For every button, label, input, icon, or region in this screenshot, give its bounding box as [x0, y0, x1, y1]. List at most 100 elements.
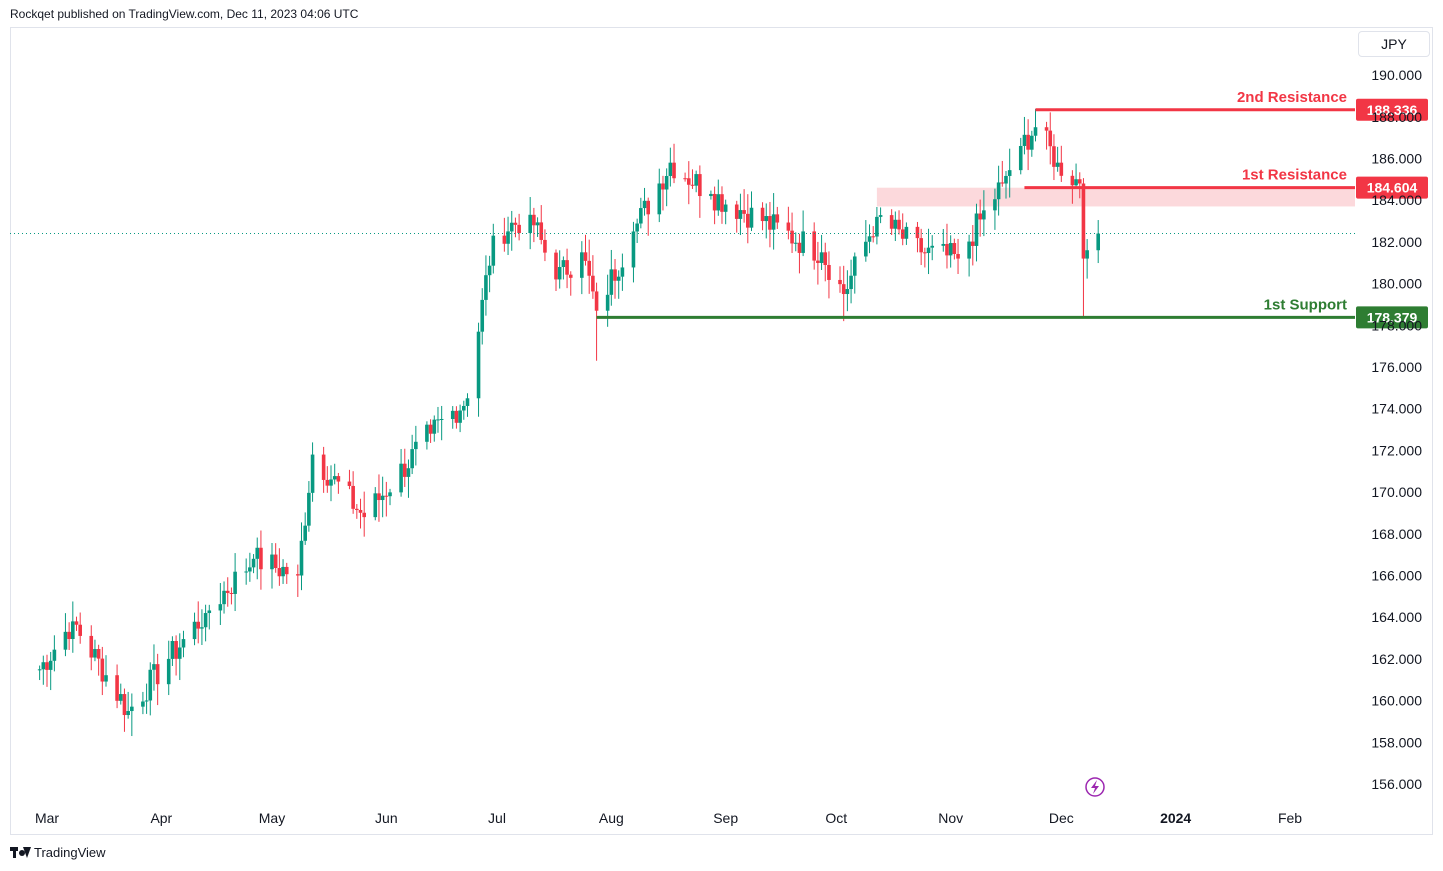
candle-body [487, 265, 492, 276]
candle-body [568, 274, 573, 278]
candle-body [982, 210, 986, 220]
resistance-zone-layer [876, 187, 1355, 207]
candle-body [170, 641, 175, 659]
level-price-value: 184.604 [1367, 180, 1418, 196]
candle-body [502, 235, 507, 244]
candle-body [347, 481, 352, 486]
candle-body [307, 492, 311, 526]
y-tick-label: 168.000 [1371, 526, 1422, 542]
candle-body [738, 210, 743, 219]
candle-body [664, 175, 669, 190]
candle-body [480, 299, 485, 332]
candle-body [458, 410, 462, 423]
candle-body [760, 207, 765, 222]
candle-body [310, 454, 315, 493]
candle-body [716, 194, 721, 211]
candle-body [118, 694, 123, 701]
candle-body [1007, 170, 1012, 176]
candle-body [351, 485, 355, 509]
candle-body [1052, 146, 1056, 167]
y-tick-label: 166.000 [1371, 568, 1422, 584]
chart-frame [10, 27, 1433, 835]
candle-body [174, 641, 178, 659]
candle-body [535, 222, 540, 226]
candle-body [122, 694, 127, 716]
candle-body [878, 215, 883, 217]
candle-body [952, 243, 957, 255]
candle-body [786, 222, 791, 231]
candle-body [1077, 179, 1082, 184]
y-tick-label: 174.000 [1371, 401, 1422, 417]
candle-body [358, 509, 363, 513]
candle-body [1004, 175, 1008, 184]
candle-body [509, 222, 514, 232]
candle-body [613, 269, 617, 281]
candle-body [200, 627, 204, 629]
candle-body [225, 590, 230, 593]
candle-body [875, 216, 879, 237]
candle-body [915, 226, 920, 239]
candle-body [838, 279, 842, 285]
candle-body [388, 492, 392, 497]
candle-body [465, 398, 470, 406]
candle-body [373, 493, 378, 518]
candle-body [399, 463, 403, 493]
candle-body [609, 269, 614, 295]
candle-body [384, 495, 389, 497]
candle-body [336, 476, 341, 482]
candle-body [454, 410, 459, 423]
candle-body [823, 252, 828, 265]
y-tick-label: 178.000 [1371, 317, 1422, 333]
candle-body [255, 547, 260, 559]
candle-body [694, 174, 698, 186]
candle-body [746, 213, 750, 228]
candle-body [639, 208, 643, 224]
candle-body [152, 664, 156, 670]
candle-body [771, 214, 776, 230]
level-label: 1st Resistance [1242, 167, 1347, 184]
y-tick-label: 188.000 [1371, 109, 1422, 125]
candle-body [1018, 145, 1023, 171]
candle-body [362, 512, 367, 518]
candle-body [790, 230, 794, 244]
level-label: 2nd Resistance [1237, 89, 1347, 106]
candle-body [709, 193, 713, 197]
candle-body [506, 231, 510, 244]
footer-brand: TradingView [10, 845, 106, 860]
candle-body [646, 200, 651, 215]
candle-body [565, 260, 569, 275]
candle-body [71, 621, 75, 640]
candle-body [852, 256, 857, 276]
x-tick-label: Aug [599, 810, 624, 826]
candle-body [812, 231, 816, 261]
candle-body [930, 245, 935, 248]
candle-body [277, 568, 282, 577]
y-tick-label: 170.000 [1371, 484, 1422, 500]
candle-body [657, 183, 662, 215]
currency-button[interactable]: JPY [1358, 31, 1430, 57]
candle-body [978, 213, 982, 220]
candle-body [797, 242, 802, 253]
candle-body [816, 260, 820, 263]
price-axis: 156.000 158.000 160.000 162.000 164.000 166.0… [1371, 67, 1422, 792]
candle-body [749, 207, 754, 228]
candle-body [148, 669, 153, 701]
candle-body [661, 183, 665, 190]
candle-body [712, 193, 717, 211]
candle-body [251, 558, 256, 568]
flash-icon[interactable] [1085, 777, 1105, 797]
candle-body [1070, 175, 1075, 186]
candle-body [450, 410, 455, 419]
candle-body [698, 174, 702, 197]
candle-body [948, 243, 953, 256]
candle-body [1059, 162, 1064, 176]
candle-body [96, 649, 101, 659]
x-tick-label: May [259, 810, 285, 826]
y-tick-label: 180.000 [1371, 276, 1422, 292]
candle-body [841, 284, 846, 295]
x-tick-label: Mar [35, 810, 59, 826]
candle-body [406, 468, 411, 477]
candle-body [181, 639, 186, 648]
candle-body [1030, 135, 1034, 150]
